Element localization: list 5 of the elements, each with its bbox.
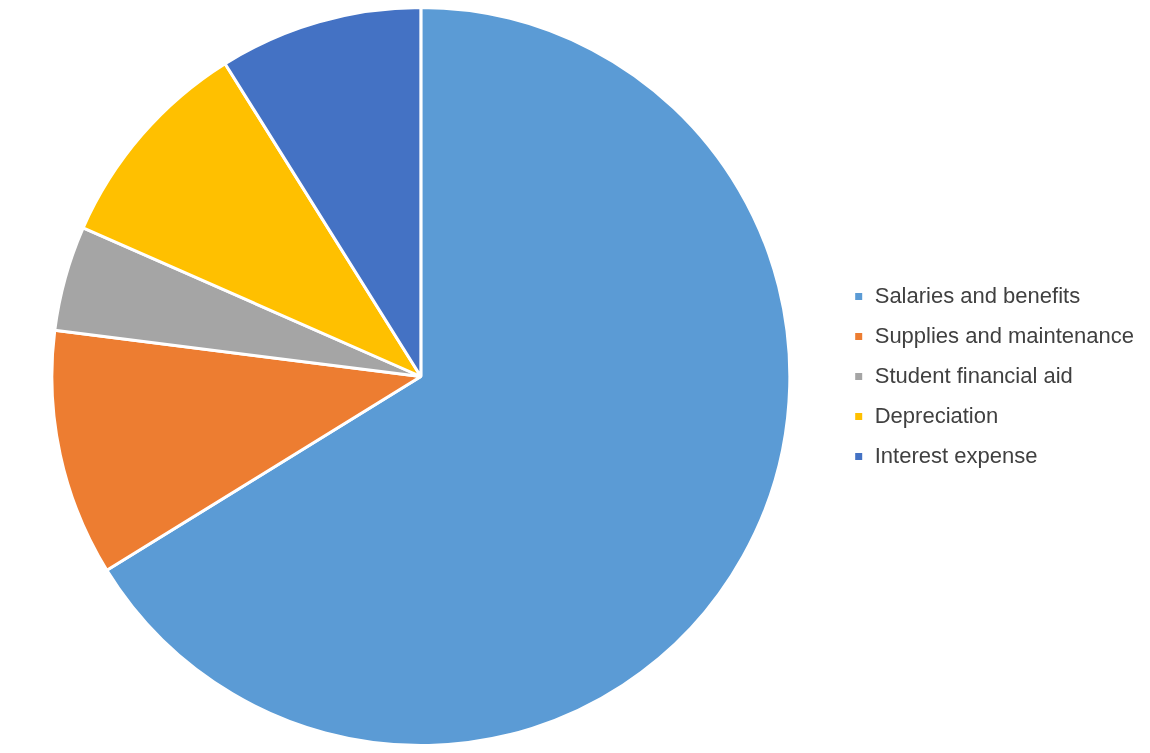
legend-label: Depreciation [874,402,999,428]
legend-label: Student financial aid [874,362,1073,388]
legend-label: Interest expense [874,442,1038,468]
legend-label: Supplies and maintenance [874,322,1134,348]
legend-label: Salaries and benefits [874,282,1081,308]
